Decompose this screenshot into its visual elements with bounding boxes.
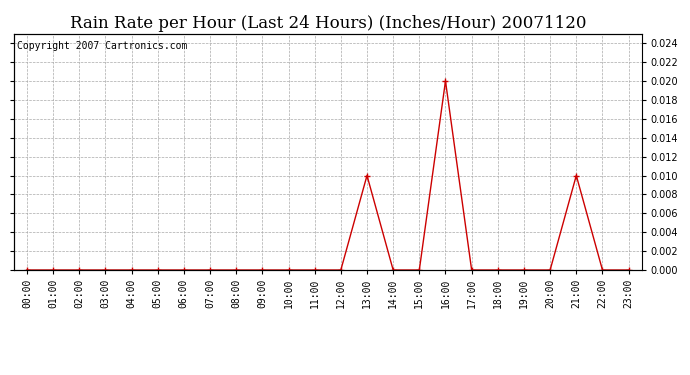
Title: Rain Rate per Hour (Last 24 Hours) (Inches/Hour) 20071120: Rain Rate per Hour (Last 24 Hours) (Inch… bbox=[70, 15, 586, 32]
Text: Copyright 2007 Cartronics.com: Copyright 2007 Cartronics.com bbox=[17, 41, 187, 51]
